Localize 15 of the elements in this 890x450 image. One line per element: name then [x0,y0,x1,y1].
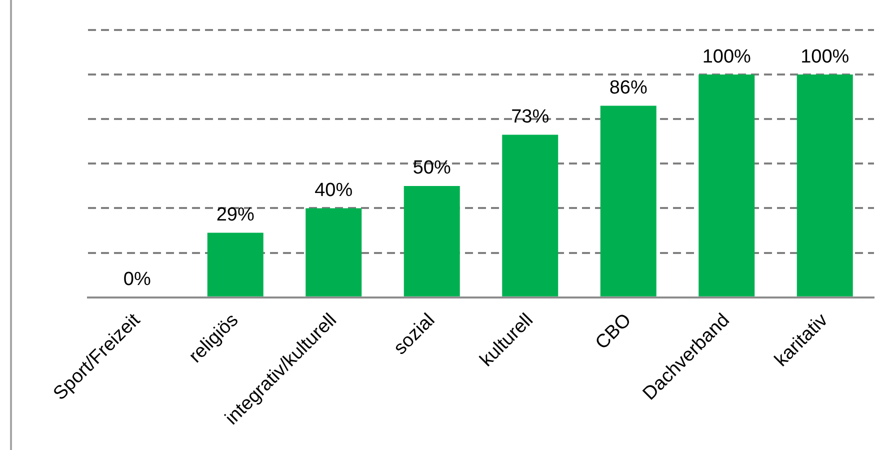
bar [502,134,558,296]
data-label: 40% [314,180,353,201]
bar [698,74,755,296]
data-label: 29% [216,204,254,226]
data-label: 50% [412,158,451,179]
bar [796,74,853,296]
data-label: 73% [511,106,550,128]
data-label: 0% [123,269,151,290]
data-label: 100% [702,46,752,68]
data-label: 86% [609,77,648,98]
data-label: 100% [800,46,850,68]
bar [306,208,362,296]
bar [207,232,264,296]
bar [600,106,656,296]
bar [404,186,460,296]
